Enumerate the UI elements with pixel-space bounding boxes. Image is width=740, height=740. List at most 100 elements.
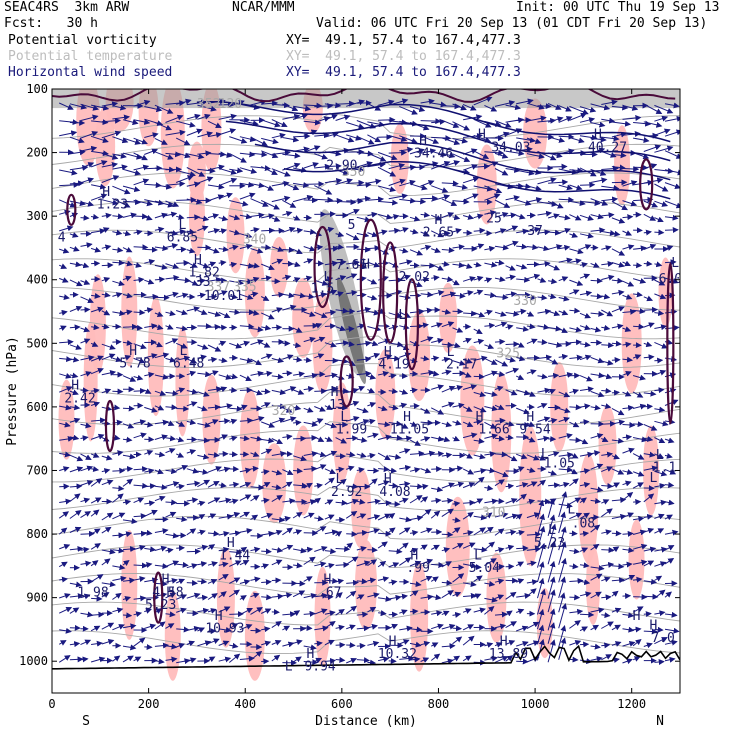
wind-vector xyxy=(420,262,436,269)
wind-vector xyxy=(431,135,452,142)
wind-vector xyxy=(547,310,561,317)
wind-vector xyxy=(314,323,323,329)
wind-vector xyxy=(558,227,571,234)
wind-vector xyxy=(91,292,101,299)
wind-vector xyxy=(569,640,582,646)
wind-vector xyxy=(239,340,251,347)
wind-vector xyxy=(643,341,653,348)
wind-vector xyxy=(590,450,601,457)
wind-vector xyxy=(590,372,605,379)
wind-vector xyxy=(101,262,114,269)
wind-vector xyxy=(112,485,125,492)
wind-vector xyxy=(175,578,186,585)
wind-vector xyxy=(356,181,372,188)
wind-vector xyxy=(261,402,271,408)
wind-vector xyxy=(292,610,301,617)
wind-vector xyxy=(335,642,346,649)
wind-vector xyxy=(547,213,560,220)
wind-vector xyxy=(239,232,253,239)
wind-vector xyxy=(90,497,102,504)
wind-vector xyxy=(356,195,371,202)
wind-vector xyxy=(303,386,315,392)
wind-vector xyxy=(90,341,99,347)
wind-vector xyxy=(186,167,206,177)
wind-vector xyxy=(165,310,176,317)
wind-vector xyxy=(101,388,112,395)
wind-vector xyxy=(303,145,321,153)
wind-vector xyxy=(516,263,528,270)
wind-vector xyxy=(154,528,169,534)
wind-vector xyxy=(229,200,249,207)
wind-vector xyxy=(176,436,185,443)
wind-vector xyxy=(80,200,95,207)
wind-vector xyxy=(611,164,626,171)
theta-line xyxy=(52,229,680,254)
wind-vector xyxy=(611,323,624,330)
wind-vector xyxy=(569,137,585,144)
wind-vector xyxy=(632,354,642,360)
wind-vector xyxy=(122,152,143,160)
wind-vector xyxy=(144,546,157,553)
wind-vector xyxy=(101,227,110,233)
wind-vector xyxy=(516,578,525,585)
wind-vector xyxy=(69,103,88,110)
y-tick-label: 900 xyxy=(26,591,48,605)
wind-vector xyxy=(654,357,664,364)
wind-vector xyxy=(261,150,279,159)
wind-vector xyxy=(611,624,621,631)
pv-patch xyxy=(138,89,159,147)
wind-vector xyxy=(59,356,73,363)
wind-vector xyxy=(80,546,90,553)
wind-vector xyxy=(176,169,196,177)
wind-vector xyxy=(388,227,401,234)
wind-vector xyxy=(388,579,398,586)
wind-vector xyxy=(154,495,166,502)
wind-vector xyxy=(197,354,207,361)
wind-vector xyxy=(399,464,412,471)
wind-vector xyxy=(69,324,81,331)
wind-vector xyxy=(516,98,534,105)
wind-vector xyxy=(250,198,269,207)
wind-vector xyxy=(282,527,293,536)
wind-vector xyxy=(441,590,454,599)
wind-vector xyxy=(505,610,513,617)
wind-vector xyxy=(547,341,563,348)
wind-vector xyxy=(431,290,445,296)
wind-vector xyxy=(144,561,153,568)
wind-vector xyxy=(399,274,411,281)
wind-vector xyxy=(633,291,643,298)
wind-vector xyxy=(548,372,560,379)
wind-vector xyxy=(399,294,411,300)
wind-vector xyxy=(133,419,147,426)
wind-vector xyxy=(90,246,102,253)
wind-vector xyxy=(69,279,83,287)
wind-vector xyxy=(399,146,414,153)
wind-vector xyxy=(664,339,674,346)
wind-vector xyxy=(186,181,201,188)
wind-vector xyxy=(505,195,520,201)
wind-vector xyxy=(335,325,347,332)
wind-vector xyxy=(462,193,479,201)
wind-vector xyxy=(643,295,654,302)
wind-vector xyxy=(516,117,532,124)
wind-vector xyxy=(271,149,291,156)
wind-vector xyxy=(90,104,110,111)
wind-vector xyxy=(643,322,655,328)
wind-vector xyxy=(664,150,680,159)
wind-vector xyxy=(345,233,360,241)
wind-vector xyxy=(399,179,416,187)
wind-vector xyxy=(260,184,275,191)
wind-extremum-label: L xyxy=(567,503,575,518)
wind-vector xyxy=(59,309,68,316)
wind-extremum-label: 6.48 xyxy=(173,356,204,371)
wind-vector xyxy=(122,137,142,145)
wind-extremum-label: 37 xyxy=(527,224,543,239)
wind-vector xyxy=(335,357,349,364)
wind-vector xyxy=(622,308,637,315)
wind-vector xyxy=(218,656,232,663)
wind-vector xyxy=(441,658,454,665)
wind-vector xyxy=(346,531,358,538)
wind-vector xyxy=(176,120,196,128)
wind-vector xyxy=(239,595,247,601)
wind-vector xyxy=(122,199,142,206)
